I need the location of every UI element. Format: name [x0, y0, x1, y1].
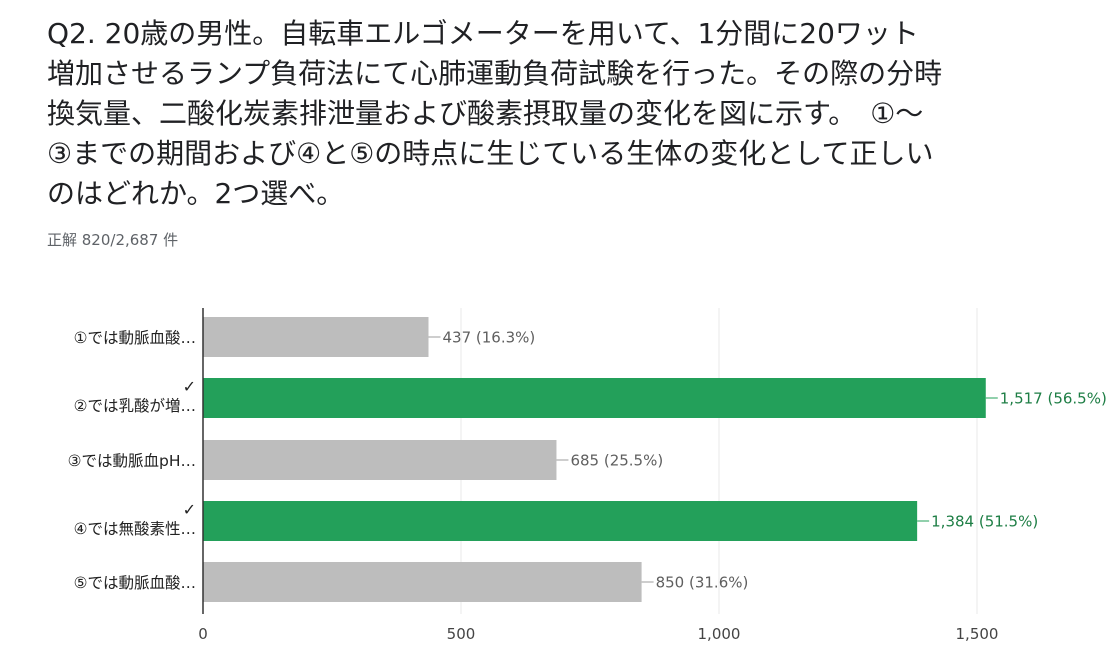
x-tick-label: 500: [447, 625, 476, 643]
category-label: ②では乳酸が増…: [74, 397, 196, 415]
x-tick-label: 0: [198, 625, 208, 643]
data-label: 1,517 (56.5%): [1000, 390, 1107, 408]
question-line: 換気量、二酸化炭素排泄量および酸素摂取量の変化を図に示す。 ①〜: [47, 97, 924, 130]
x-tick-label: 1,000: [698, 625, 741, 643]
bar: [203, 317, 429, 357]
category-label: ⑤では動脈血酸…: [74, 574, 196, 592]
question-line: ③までの期間および④と⑤の時点に生じている生体の変化として正しい: [47, 137, 934, 170]
data-label: 685 (25.5%): [570, 452, 663, 470]
score-summary: 正解 820/2,687 件: [47, 231, 179, 249]
correct-check-icon: ✓: [183, 377, 196, 396]
bar: [203, 562, 642, 602]
bar: [203, 501, 918, 541]
data-label: 1,384 (51.5%): [931, 513, 1038, 531]
question-text: Q2. 20歳の男性。自転車エルゴメーターを用いて、1分間に20ワット 増加させ…: [47, 14, 1027, 214]
question-line: のはどれか。2つ選べ。: [47, 177, 345, 210]
correct-check-icon: ✓: [183, 500, 196, 519]
category-label: ④では無酸素性…: [74, 520, 196, 538]
data-label: 437 (16.3%): [442, 329, 535, 347]
question-line: 増加させるランプ負荷法にて心肺運動負荷試験を行った。その際の分時: [47, 57, 943, 90]
question-line: Q2. 20歳の男性。自転車エルゴメーターを用いて、1分間に20ワット: [47, 17, 919, 50]
bar: [203, 440, 557, 480]
bar: [203, 378, 986, 418]
x-tick-label: 1,500: [956, 625, 999, 643]
category-label: ③では動脈血pH…: [68, 452, 196, 470]
data-label: 850 (31.6%): [656, 574, 749, 592]
category-label: ①では動脈血酸…: [74, 329, 196, 347]
